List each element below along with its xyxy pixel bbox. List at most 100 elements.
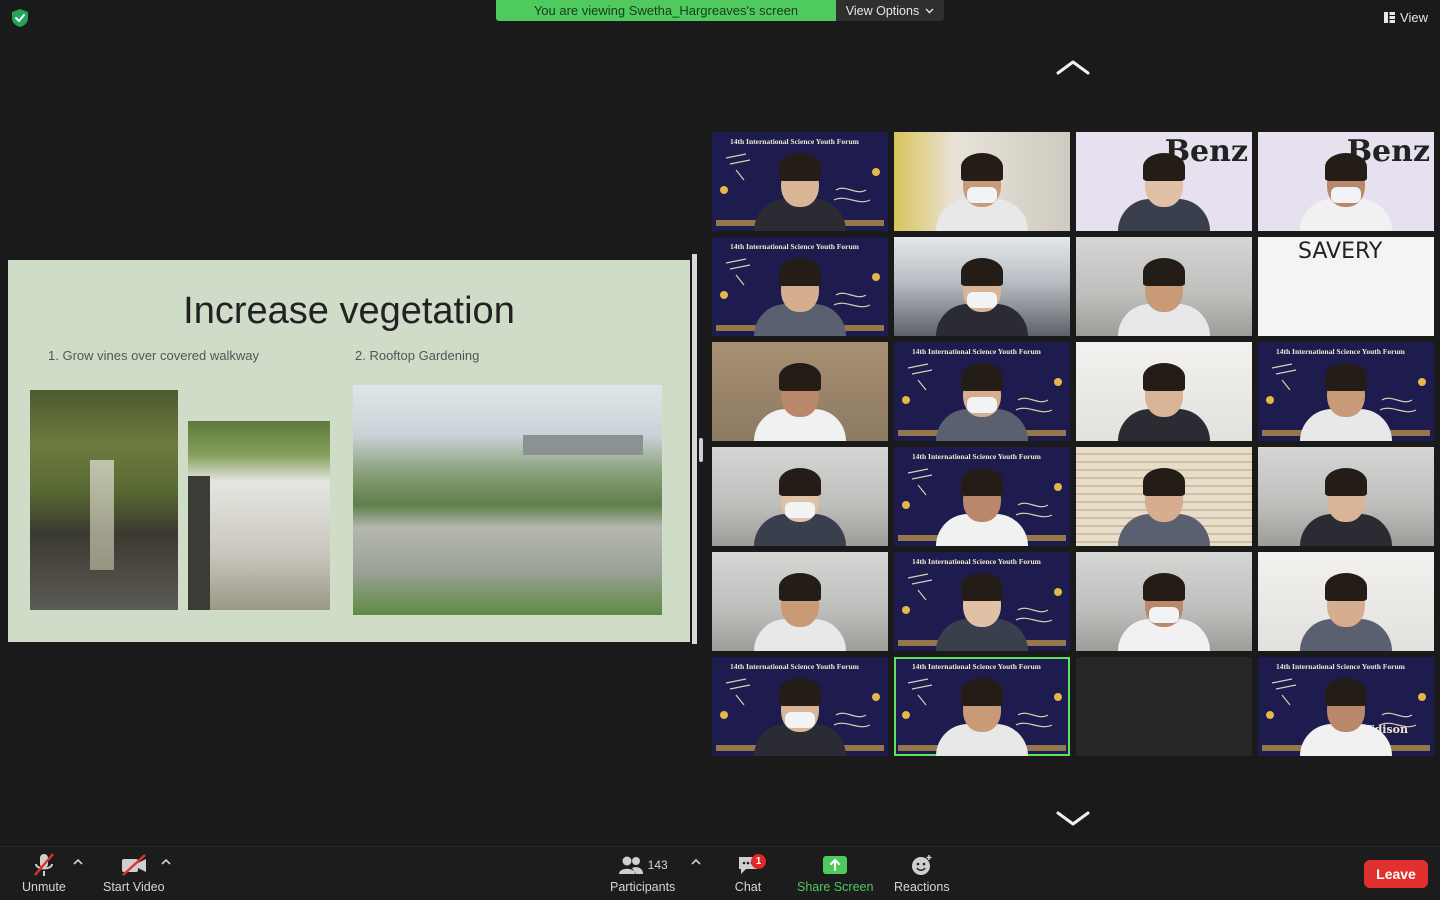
participant-video-tile[interactable] xyxy=(712,447,888,546)
participant-video-feed xyxy=(750,361,850,441)
participant-video-tile[interactable]: 14th International Science Youth Forum xyxy=(894,657,1070,756)
participant-video-feed xyxy=(932,676,1032,756)
viewing-screen-banner: You are viewing Swetha_Hargreaves's scre… xyxy=(496,0,836,21)
start-video-button[interactable]: Start Video xyxy=(103,852,165,894)
audio-options-caret-icon[interactable] xyxy=(72,857,84,867)
participant-video-tile[interactable] xyxy=(1258,552,1434,651)
view-options-button[interactable]: View Options xyxy=(836,0,944,21)
participant-video-feed xyxy=(750,151,850,231)
slide-title: Increase vegetation xyxy=(183,290,515,332)
forum-banner-text: 14th International Science Youth Forum xyxy=(730,137,859,146)
participant-video-tile xyxy=(1076,657,1252,756)
participant-video-feed xyxy=(1296,151,1396,231)
participant-video-feed xyxy=(1114,151,1214,231)
participant-video-tile[interactable]: Benz xyxy=(1076,132,1252,231)
participant-video-feed xyxy=(750,676,850,756)
unmute-button[interactable]: Unmute xyxy=(22,852,66,894)
view-label: View xyxy=(1400,9,1428,25)
forum-banner-text: 14th International Science Youth Forum xyxy=(912,662,1041,671)
share-screen-label: Share Screen xyxy=(797,880,874,894)
start-video-label: Start Video xyxy=(103,880,165,894)
participant-video-feed xyxy=(1296,571,1396,651)
forum-banner-text: 14th International Science Youth Forum xyxy=(1276,347,1405,356)
encryption-shield-icon[interactable] xyxy=(10,8,30,28)
tile-background-text: SAVERY xyxy=(1298,239,1383,264)
participant-video-tile[interactable] xyxy=(712,552,888,651)
participant-video-feed xyxy=(750,256,850,336)
forum-banner-text: 14th International Science Youth Forum xyxy=(730,662,859,671)
share-screen-button[interactable]: Share Screen xyxy=(797,852,873,894)
forum-banner-text: 14th International Science Youth Forum xyxy=(912,347,1041,356)
slide-list-item-1: 1. Grow vines over covered walkway xyxy=(48,348,259,363)
video-camera-off-icon xyxy=(119,852,149,878)
participant-video-tile[interactable]: 14th International Science Youth Forum xyxy=(894,342,1070,441)
participants-icon xyxy=(618,856,643,874)
chat-icon: 1 xyxy=(733,852,766,878)
meeting-toolbar: Unmute Start Video 143 Partic xyxy=(0,846,1440,900)
participant-gallery: 14th International Science Youth Forum Be… xyxy=(712,132,1434,756)
participant-video-tile[interactable] xyxy=(1076,342,1252,441)
participants-count: 143 xyxy=(647,858,668,872)
participant-video-feed xyxy=(932,571,1032,651)
reactions-button[interactable]: Reactions xyxy=(894,852,950,894)
participant-video-tile[interactable]: 14th International Science Youth Forum xyxy=(712,237,888,336)
split-view-divider[interactable] xyxy=(692,254,697,644)
chat-unread-badge: 1 xyxy=(751,854,766,869)
leave-button[interactable]: Leave xyxy=(1364,860,1428,888)
participant-video-feed xyxy=(1114,571,1214,651)
participant-video-feed xyxy=(932,361,1032,441)
reactions-smiley-icon xyxy=(907,852,937,878)
divider-drag-handle[interactable] xyxy=(699,438,703,462)
participant-video-tile[interactable] xyxy=(894,237,1070,336)
rooftop-garden-photo xyxy=(353,385,662,615)
layout-grid-icon xyxy=(1384,11,1396,23)
viewing-screen-text: You are viewing Swetha_Hargreaves's scre… xyxy=(533,3,799,18)
participants-button[interactable]: 143 Participants xyxy=(610,852,675,894)
participant-video-feed xyxy=(1296,676,1396,756)
participant-video-tile[interactable]: 14th International Science Youth Forum Ed… xyxy=(1258,657,1434,756)
participant-video-feed xyxy=(932,256,1032,336)
participant-video-tile[interactable] xyxy=(1076,447,1252,546)
view-options-label: View Options xyxy=(845,3,920,18)
participants-icon-group: 143 xyxy=(613,852,673,878)
participant-video-feed xyxy=(1114,256,1214,336)
participant-video-tile[interactable]: 14th International Science Youth Forum xyxy=(1258,342,1434,441)
chat-button[interactable]: 1 Chat xyxy=(733,852,766,894)
participant-video-tile[interactable] xyxy=(1258,447,1434,546)
microphone-muted-icon xyxy=(29,852,59,878)
participant-video-tile[interactable]: Benz xyxy=(1258,132,1434,231)
participant-video-tile[interactable] xyxy=(712,342,888,441)
chat-label: Chat xyxy=(734,880,762,894)
vine-walkway-photo-2 xyxy=(188,421,330,610)
gallery-page-down-icon[interactable] xyxy=(1056,811,1090,827)
view-button[interactable]: View xyxy=(1384,7,1428,27)
forum-banner-text: 14th International Science Youth Forum xyxy=(1276,662,1405,671)
participant-video-feed xyxy=(750,466,850,546)
gallery-page-up-icon[interactable] xyxy=(1056,59,1090,75)
participant-video-tile[interactable] xyxy=(1076,237,1252,336)
slide-list-item-2: 2. Rooftop Gardening xyxy=(355,348,480,363)
participant-video-feed xyxy=(750,571,850,651)
participant-video-tile[interactable] xyxy=(1076,552,1252,651)
participant-video-feed xyxy=(1296,361,1396,441)
participant-video-feed xyxy=(932,466,1032,546)
reactions-label: Reactions xyxy=(894,880,950,894)
chevron-down-icon xyxy=(925,8,934,13)
participant-video-tile[interactable]: SAVERY xyxy=(1258,237,1434,336)
participant-video-feed xyxy=(932,151,1032,231)
participants-options-caret-icon[interactable] xyxy=(690,857,702,867)
participant-video-feed xyxy=(1114,466,1214,546)
participant-video-feed xyxy=(1114,361,1214,441)
forum-banner-text: 14th International Science Youth Forum xyxy=(912,557,1041,566)
participant-video-tile[interactable] xyxy=(894,132,1070,231)
forum-banner-text: 14th International Science Youth Forum xyxy=(730,242,859,251)
participant-video-tile[interactable]: 14th International Science Youth Forum xyxy=(712,132,888,231)
video-options-caret-icon[interactable] xyxy=(160,857,172,867)
participant-video-feed xyxy=(1296,466,1396,546)
participant-video-tile[interactable]: 14th International Science Youth Forum xyxy=(712,657,888,756)
participant-video-tile[interactable]: 14th International Science Youth Forum xyxy=(894,447,1070,546)
participants-label: Participants xyxy=(610,880,676,894)
participant-video-tile[interactable]: 14th International Science Youth Forum xyxy=(894,552,1070,651)
shared-screen-slide: Increase vegetation 1. Grow vines over c… xyxy=(8,260,690,642)
unmute-label: Unmute xyxy=(22,880,66,894)
